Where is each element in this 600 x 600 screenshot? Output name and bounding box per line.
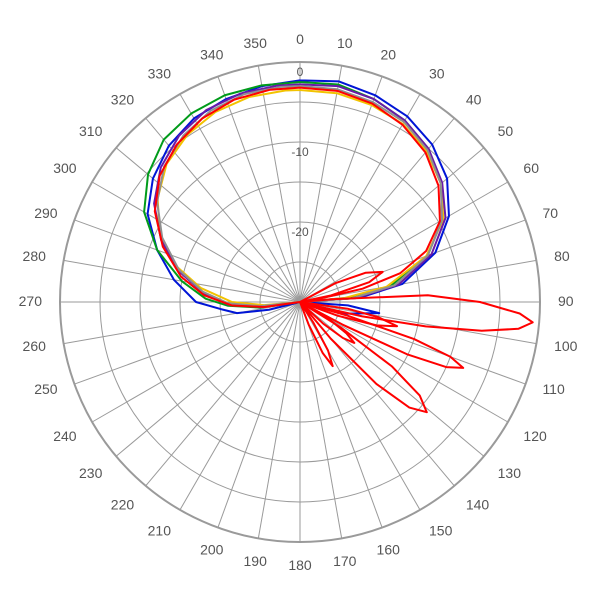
angle-tick-label: 90 xyxy=(558,293,574,309)
angle-tick-label: 200 xyxy=(200,541,224,557)
angle-tick-label: 110 xyxy=(542,381,565,397)
radial-tick-label: -10 xyxy=(291,145,309,159)
angle-tick-label: 300 xyxy=(53,160,77,176)
angle-tick-label: 210 xyxy=(148,522,172,538)
angle-tick-label: 160 xyxy=(377,541,401,557)
angle-tick-label: 270 xyxy=(19,293,43,309)
angle-tick-label: 280 xyxy=(23,248,47,264)
angle-tick-label: 130 xyxy=(498,465,522,481)
angle-tick-label: 320 xyxy=(111,91,135,107)
angle-tick-label: 50 xyxy=(498,123,514,139)
polar-radiation-chart: 0 10 20 30 40 50 60 70 80 90 100 110 120 130 140 150 160… xyxy=(0,0,600,600)
angle-tick-label: 20 xyxy=(380,47,396,63)
angle-tick-label: 350 xyxy=(244,35,268,51)
angle-tick-label: 100 xyxy=(554,338,578,354)
angle-tick-label: 60 xyxy=(523,160,539,176)
radial-tick-label: 0 xyxy=(297,65,304,79)
angle-tick-label: 260 xyxy=(23,338,47,354)
angle-tick-label: 10 xyxy=(337,35,353,51)
angle-tick-label: 30 xyxy=(429,66,445,82)
radial-tick-label: -20 xyxy=(291,225,309,239)
angle-tick-label: 40 xyxy=(466,91,482,107)
angle-tick-label: 170 xyxy=(333,553,357,569)
angle-tick-label: 230 xyxy=(79,465,103,481)
angle-tick-label: 70 xyxy=(542,205,558,221)
angle-tick-label: 120 xyxy=(523,428,547,444)
angle-tick-label: 250 xyxy=(34,381,58,397)
angle-tick-label: 220 xyxy=(111,497,135,513)
angle-tick-label: 290 xyxy=(34,205,58,221)
angle-tick-label: 80 xyxy=(554,248,570,264)
angle-tick-label: 190 xyxy=(244,553,268,569)
angle-tick-label: 150 xyxy=(429,522,453,538)
angle-tick-label: 140 xyxy=(466,497,490,513)
angle-tick-label: 180 xyxy=(288,557,312,573)
angle-tick-label: 240 xyxy=(53,428,77,444)
angle-tick-label: 310 xyxy=(79,123,103,139)
angle-tick-label: 330 xyxy=(148,66,172,82)
angle-tick-label: 0 xyxy=(296,31,304,47)
angle-tick-label: 340 xyxy=(200,47,224,63)
